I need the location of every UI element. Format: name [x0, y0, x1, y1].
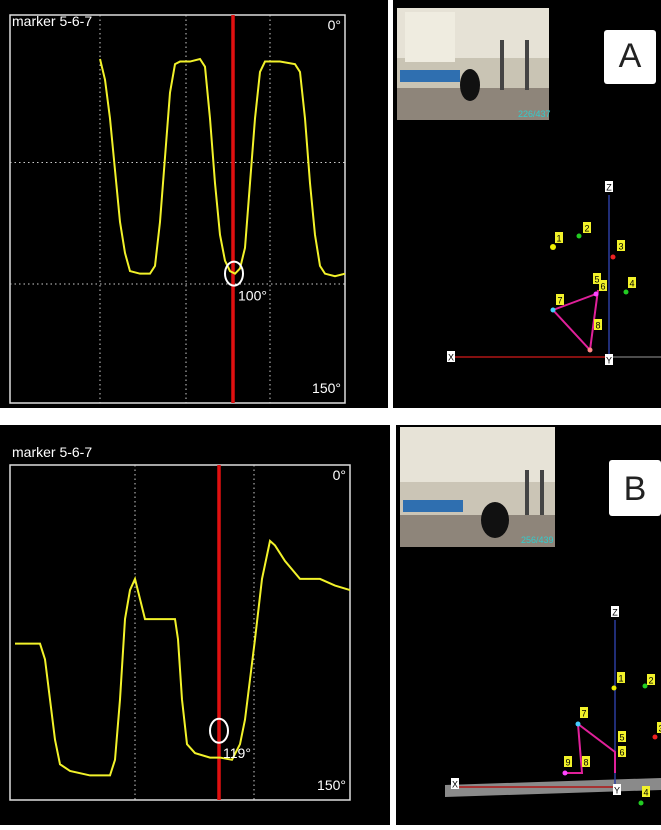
marker-label: Y [606, 356, 612, 366]
marker-label: 4 [643, 788, 648, 798]
marker-label: Y [614, 786, 620, 796]
chart-title: marker 5-6-7 [12, 13, 92, 29]
marker-label: 6 [619, 748, 624, 758]
y-tick-label: 150° [312, 380, 341, 396]
marker-label: 2 [584, 224, 589, 234]
y-tick-label: 0° [328, 17, 341, 33]
annotation-label: 100° [238, 288, 267, 304]
marker-label: 7 [581, 709, 586, 719]
annotation-label: 119° [223, 745, 251, 761]
marker-label: 6 [600, 282, 605, 292]
marker-label: 3 [618, 242, 623, 252]
marker-label: 5 [619, 733, 624, 743]
chart-panel [0, 425, 390, 825]
marker-label: Z [612, 608, 618, 618]
video-thumbnail [400, 427, 555, 547]
marker-label: 2 [648, 676, 653, 686]
chart-title: marker 5-6-7 [12, 444, 92, 460]
marker-label: 1 [618, 674, 623, 684]
marker-label: 7 [557, 296, 562, 306]
marker-label: X [452, 780, 458, 790]
y-tick-label: 150° [317, 777, 346, 793]
marker-label: 8 [583, 758, 588, 768]
panel-label: A [619, 37, 642, 75]
marker-label: 9 [565, 758, 570, 768]
marker-label: 8 [595, 321, 600, 331]
panel-label: B [624, 470, 647, 508]
marker-label: 1 [556, 234, 561, 244]
video-thumbnail [397, 8, 549, 120]
y-tick-label: 0° [333, 467, 346, 483]
marker-label: 5 [594, 275, 599, 285]
frame-counter: 226/437 [518, 109, 551, 119]
marker-label: 4 [629, 279, 634, 289]
frame-counter: 256/439 [521, 535, 554, 545]
marker-label: X [448, 353, 454, 363]
figure: 226/437 A 12345678ZXY 256/439 B 12345678… [0, 0, 661, 825]
marker-label: Z [606, 183, 612, 193]
